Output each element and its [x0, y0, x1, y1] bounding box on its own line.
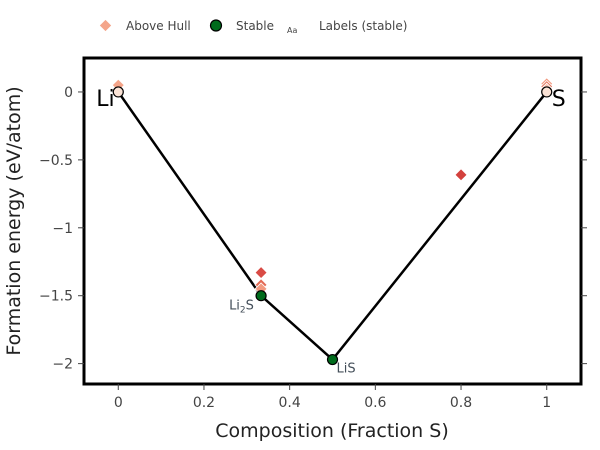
legend-label-stable: Stable [236, 19, 274, 33]
legend-label-above-hull: Above Hull [126, 19, 191, 33]
legend-circle-marker [209, 19, 223, 32]
stable-points [112, 86, 553, 366]
stable-point [255, 290, 267, 302]
legend-item-stable[interactable]: Stable [209, 19, 275, 33]
stable-label-part: LiS [337, 362, 356, 377]
above-hull-points [111, 77, 554, 296]
y-tick-label: −1 [52, 221, 73, 237]
above-hull-point [254, 266, 268, 280]
stable-label-part: S [246, 299, 254, 314]
stable-point-label: Li [96, 87, 114, 112]
stable-point [326, 353, 339, 366]
plot-frame [82, 56, 583, 386]
stable-label-part: S [552, 87, 566, 112]
stable-point-label: LiS [337, 362, 356, 377]
y-axis-title: Formation energy (eV/atom) [3, 86, 25, 355]
convex-hull-line [117, 91, 548, 362]
stable-point [541, 86, 553, 98]
legend-item-above-hull[interactable]: Above Hull [98, 18, 191, 33]
y-tick-label: 0 [64, 85, 73, 101]
y-tick-label: −2 [52, 357, 73, 373]
y-axis: 0 −0.5 −1 −1.5 −2 [39, 85, 587, 373]
x-tick-label: 0.2 [193, 395, 215, 411]
x-tick-label: 1 [542, 395, 551, 411]
above-hull-point [454, 168, 468, 182]
legend-label-labels-stable: Labels (stable) [319, 19, 407, 33]
legend-labels-icon: Aa [287, 26, 297, 35]
x-tick-label: 0 [114, 395, 123, 411]
stable-point-label: S [552, 87, 566, 112]
legend-item-labels[interactable]: Aa Labels (stable) [287, 19, 407, 35]
stable-label-part: Li [229, 299, 240, 314]
x-tick-label: 0.6 [364, 395, 386, 411]
stable-label-part: 2 [240, 306, 246, 316]
x-tick-label: 0.4 [279, 395, 301, 411]
x-axis: 0 0.2 0.4 0.6 0.8 1 [114, 384, 551, 411]
x-axis-title: Composition (Fraction S) [215, 420, 448, 442]
legend-diamond-marker [98, 18, 113, 33]
stable-point [112, 86, 124, 98]
y-tick-label: −0.5 [39, 153, 73, 169]
stable-point-label: Li2S [229, 299, 254, 316]
x-tick-label: 0.8 [450, 395, 472, 411]
stable-label-part: Li [96, 87, 114, 112]
y-tick-label: −1.5 [39, 289, 73, 305]
legend[interactable]: Above Hull Stable Aa Labels (stable) [98, 18, 407, 35]
